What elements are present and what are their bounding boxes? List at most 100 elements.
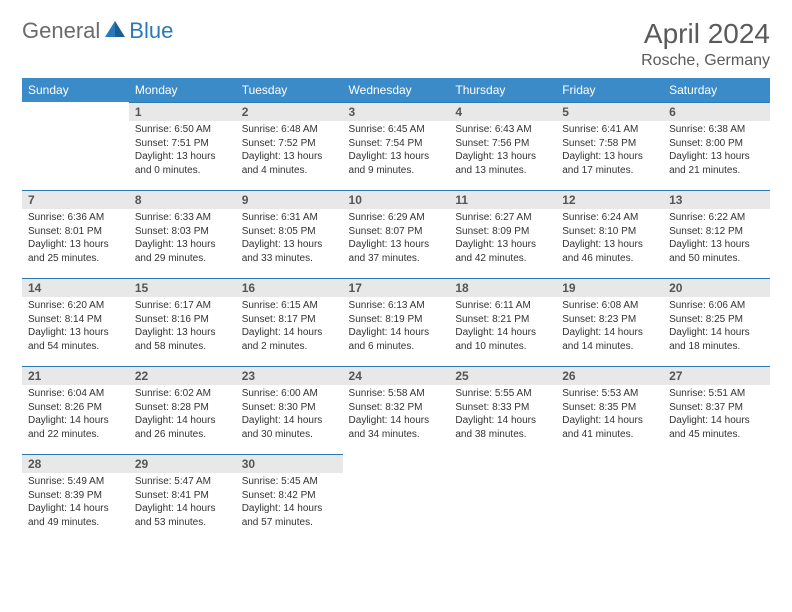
daylight-line: Daylight: 13 hours and 50 minutes.: [669, 238, 764, 265]
day-details: Sunrise: 6:50 AMSunset: 7:51 PMDaylight:…: [129, 121, 236, 183]
daylight-line: Daylight: 13 hours and 42 minutes.: [455, 238, 550, 265]
sunset-line: Sunset: 7:56 PM: [455, 137, 550, 151]
calendar-week-row: 1Sunrise: 6:50 AMSunset: 7:51 PMDaylight…: [22, 102, 770, 190]
sunset-line: Sunset: 8:14 PM: [28, 313, 123, 327]
calendar-week-row: 21Sunrise: 6:04 AMSunset: 8:26 PMDayligh…: [22, 366, 770, 454]
sunrise-line: Sunrise: 6:24 AM: [562, 211, 657, 225]
day-number: 23: [236, 366, 343, 385]
blank-day: [449, 454, 556, 458]
day-details: Sunrise: 5:51 AMSunset: 8:37 PMDaylight:…: [663, 385, 770, 447]
day-number: 26: [556, 366, 663, 385]
day-number: 25: [449, 366, 556, 385]
calendar-day-cell: 6Sunrise: 6:38 AMSunset: 8:00 PMDaylight…: [663, 102, 770, 190]
daylight-line: Daylight: 14 hours and 38 minutes.: [455, 414, 550, 441]
sunset-line: Sunset: 8:17 PM: [242, 313, 337, 327]
daylight-line: Daylight: 14 hours and 26 minutes.: [135, 414, 230, 441]
blank-day: [343, 454, 450, 458]
day-details: Sunrise: 6:43 AMSunset: 7:56 PMDaylight:…: [449, 121, 556, 183]
sunrise-line: Sunrise: 6:22 AM: [669, 211, 764, 225]
logo-text-blue: Blue: [129, 18, 173, 44]
sunset-line: Sunset: 8:26 PM: [28, 401, 123, 415]
day-number: 9: [236, 190, 343, 209]
sunrise-line: Sunrise: 6:48 AM: [242, 123, 337, 137]
sunrise-line: Sunrise: 6:08 AM: [562, 299, 657, 313]
calendar-day-cell: [22, 102, 129, 190]
calendar-day-cell: 8Sunrise: 6:33 AMSunset: 8:03 PMDaylight…: [129, 190, 236, 278]
blank-day: [663, 454, 770, 458]
calendar-day-cell: 2Sunrise: 6:48 AMSunset: 7:52 PMDaylight…: [236, 102, 343, 190]
calendar-day-cell: 17Sunrise: 6:13 AMSunset: 8:19 PMDayligh…: [343, 278, 450, 366]
calendar-day-cell: 10Sunrise: 6:29 AMSunset: 8:07 PMDayligh…: [343, 190, 450, 278]
sunset-line: Sunset: 7:52 PM: [242, 137, 337, 151]
daylight-line: Daylight: 13 hours and 54 minutes.: [28, 326, 123, 353]
day-details: Sunrise: 6:02 AMSunset: 8:28 PMDaylight:…: [129, 385, 236, 447]
day-number: 12: [556, 190, 663, 209]
day-details: Sunrise: 5:47 AMSunset: 8:41 PMDaylight:…: [129, 473, 236, 535]
calendar-day-cell: 19Sunrise: 6:08 AMSunset: 8:23 PMDayligh…: [556, 278, 663, 366]
calendar-day-cell: 20Sunrise: 6:06 AMSunset: 8:25 PMDayligh…: [663, 278, 770, 366]
day-details: Sunrise: 6:22 AMSunset: 8:12 PMDaylight:…: [663, 209, 770, 271]
sunset-line: Sunset: 8:32 PM: [349, 401, 444, 415]
calendar-day-cell: 22Sunrise: 6:02 AMSunset: 8:28 PMDayligh…: [129, 366, 236, 454]
sunset-line: Sunset: 7:51 PM: [135, 137, 230, 151]
daylight-line: Daylight: 13 hours and 58 minutes.: [135, 326, 230, 353]
day-number: 29: [129, 454, 236, 473]
sunset-line: Sunset: 8:35 PM: [562, 401, 657, 415]
day-number: 6: [663, 102, 770, 121]
sunset-line: Sunset: 8:42 PM: [242, 489, 337, 503]
daylight-line: Daylight: 13 hours and 0 minutes.: [135, 150, 230, 177]
sunrise-line: Sunrise: 6:20 AM: [28, 299, 123, 313]
day-details: Sunrise: 6:13 AMSunset: 8:19 PMDaylight:…: [343, 297, 450, 359]
calendar-day-cell: 1Sunrise: 6:50 AMSunset: 7:51 PMDaylight…: [129, 102, 236, 190]
calendar-day-cell: 15Sunrise: 6:17 AMSunset: 8:16 PMDayligh…: [129, 278, 236, 366]
logo: General Blue: [22, 18, 173, 44]
daylight-line: Daylight: 14 hours and 6 minutes.: [349, 326, 444, 353]
day-details: Sunrise: 5:45 AMSunset: 8:42 PMDaylight:…: [236, 473, 343, 535]
sunset-line: Sunset: 8:30 PM: [242, 401, 337, 415]
calendar-day-cell: 18Sunrise: 6:11 AMSunset: 8:21 PMDayligh…: [449, 278, 556, 366]
daylight-line: Daylight: 14 hours and 34 minutes.: [349, 414, 444, 441]
blank-day: [22, 102, 129, 106]
sunrise-line: Sunrise: 6:29 AM: [349, 211, 444, 225]
sunrise-line: Sunrise: 6:43 AM: [455, 123, 550, 137]
sunrise-line: Sunrise: 5:47 AM: [135, 475, 230, 489]
daylight-line: Daylight: 14 hours and 30 minutes.: [242, 414, 337, 441]
sunrise-line: Sunrise: 5:51 AM: [669, 387, 764, 401]
sunset-line: Sunset: 8:39 PM: [28, 489, 123, 503]
calendar-day-cell: 5Sunrise: 6:41 AMSunset: 7:58 PMDaylight…: [556, 102, 663, 190]
day-number: 3: [343, 102, 450, 121]
daylight-line: Daylight: 14 hours and 49 minutes.: [28, 502, 123, 529]
calendar-day-cell: 4Sunrise: 6:43 AMSunset: 7:56 PMDaylight…: [449, 102, 556, 190]
day-details: Sunrise: 6:29 AMSunset: 8:07 PMDaylight:…: [343, 209, 450, 271]
day-details: Sunrise: 6:11 AMSunset: 8:21 PMDaylight:…: [449, 297, 556, 359]
sunset-line: Sunset: 8:10 PM: [562, 225, 657, 239]
calendar-week-row: 7Sunrise: 6:36 AMSunset: 8:01 PMDaylight…: [22, 190, 770, 278]
sunset-line: Sunset: 8:00 PM: [669, 137, 764, 151]
daylight-line: Daylight: 14 hours and 2 minutes.: [242, 326, 337, 353]
day-number: 19: [556, 278, 663, 297]
sunrise-line: Sunrise: 6:06 AM: [669, 299, 764, 313]
sunset-line: Sunset: 8:01 PM: [28, 225, 123, 239]
sunrise-line: Sunrise: 6:27 AM: [455, 211, 550, 225]
calendar-day-cell: 9Sunrise: 6:31 AMSunset: 8:05 PMDaylight…: [236, 190, 343, 278]
day-number: 20: [663, 278, 770, 297]
weekday-header: Wednesday: [343, 78, 450, 102]
sunset-line: Sunset: 8:16 PM: [135, 313, 230, 327]
calendar-day-cell: [556, 454, 663, 542]
sunrise-line: Sunrise: 6:41 AM: [562, 123, 657, 137]
daylight-line: Daylight: 14 hours and 22 minutes.: [28, 414, 123, 441]
daylight-line: Daylight: 14 hours and 14 minutes.: [562, 326, 657, 353]
day-details: Sunrise: 6:20 AMSunset: 8:14 PMDaylight:…: [22, 297, 129, 359]
calendar-day-cell: 27Sunrise: 5:51 AMSunset: 8:37 PMDayligh…: [663, 366, 770, 454]
sunrise-line: Sunrise: 6:17 AM: [135, 299, 230, 313]
sunrise-line: Sunrise: 5:49 AM: [28, 475, 123, 489]
weekday-header: Thursday: [449, 78, 556, 102]
daylight-line: Daylight: 14 hours and 53 minutes.: [135, 502, 230, 529]
day-number: 4: [449, 102, 556, 121]
day-number: 22: [129, 366, 236, 385]
calendar-day-cell: 14Sunrise: 6:20 AMSunset: 8:14 PMDayligh…: [22, 278, 129, 366]
calendar-day-cell: 11Sunrise: 6:27 AMSunset: 8:09 PMDayligh…: [449, 190, 556, 278]
sunset-line: Sunset: 8:33 PM: [455, 401, 550, 415]
calendar-day-cell: 26Sunrise: 5:53 AMSunset: 8:35 PMDayligh…: [556, 366, 663, 454]
daylight-line: Daylight: 13 hours and 25 minutes.: [28, 238, 123, 265]
